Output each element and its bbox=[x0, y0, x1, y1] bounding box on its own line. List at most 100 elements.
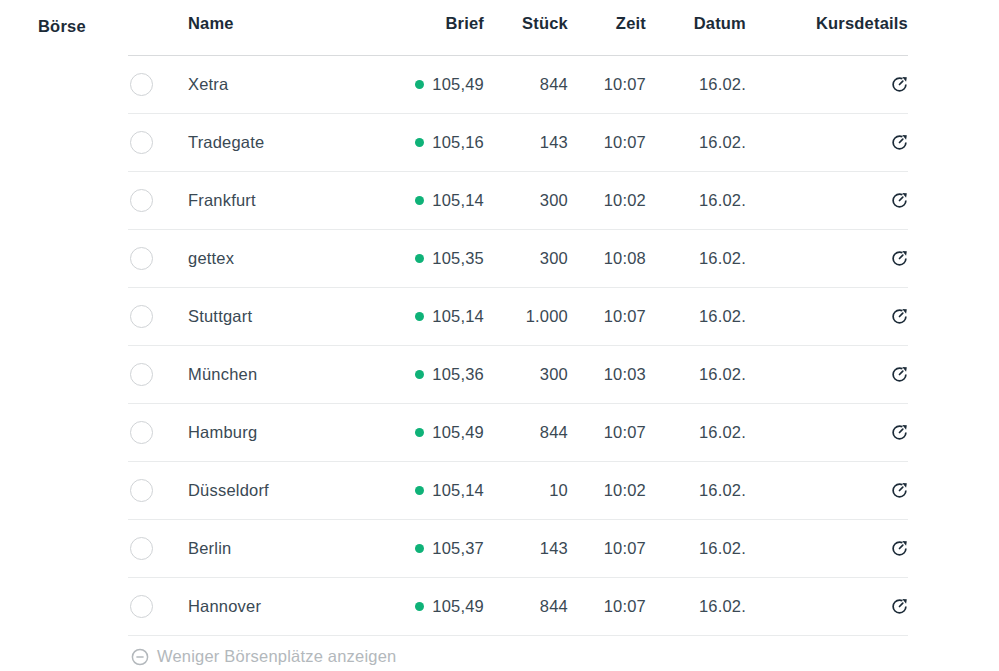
datum-date: 16.02. bbox=[646, 191, 746, 210]
zeit-time: 10:07 bbox=[568, 539, 646, 558]
brief-price: 105,14 bbox=[432, 307, 484, 326]
column-header-brief: Brief bbox=[364, 0, 484, 33]
exchange-name: Hamburg bbox=[188, 423, 364, 442]
green-status-dot-icon bbox=[415, 196, 424, 205]
stueck-volume: 300 bbox=[484, 249, 568, 268]
exchange-radio[interactable] bbox=[130, 479, 153, 502]
kursdetails-refresh-button[interactable] bbox=[890, 250, 908, 268]
kursdetails-refresh-button[interactable] bbox=[890, 424, 908, 442]
exchange-row: Hannover 105,49 844 10:07 16.02. bbox=[128, 578, 908, 636]
exchange-name: Stuttgart bbox=[188, 307, 364, 326]
exchange-name: gettex bbox=[188, 249, 364, 268]
exchange-row: München 105,36 300 10:03 16.02. bbox=[128, 346, 908, 404]
green-status-dot-icon bbox=[415, 486, 424, 495]
zeit-time: 10:07 bbox=[568, 307, 646, 326]
exchange-name: Frankfurt bbox=[188, 191, 364, 210]
stueck-volume: 1.000 bbox=[484, 307, 568, 326]
datum-date: 16.02. bbox=[646, 423, 746, 442]
zeit-time: 10:02 bbox=[568, 191, 646, 210]
stueck-volume: 143 bbox=[484, 539, 568, 558]
exchange-row: Düsseldorf 105,14 10 10:02 16.02. bbox=[128, 462, 908, 520]
exchange-radio[interactable] bbox=[130, 421, 153, 444]
stueck-volume: 143 bbox=[484, 133, 568, 152]
kursdetails-refresh-button[interactable] bbox=[890, 308, 908, 326]
brief-price: 105,16 bbox=[432, 133, 484, 152]
zeit-time: 10:07 bbox=[568, 133, 646, 152]
exchange-row: Berlin 105,37 143 10:07 16.02. bbox=[128, 520, 908, 578]
refresh-history-icon bbox=[891, 366, 908, 383]
exchange-radio[interactable] bbox=[130, 595, 153, 618]
datum-date: 16.02. bbox=[646, 249, 746, 268]
column-header-zeit: Zeit bbox=[568, 0, 646, 33]
boerse-table-page: Börse Name Brief Stück Zeit Datum Kursde… bbox=[0, 0, 999, 671]
column-header-stueck: Stück bbox=[484, 0, 568, 33]
exchange-radio[interactable] bbox=[130, 73, 153, 96]
exchange-radio[interactable] bbox=[130, 537, 153, 560]
circle-minus-icon bbox=[131, 648, 149, 666]
brief-price: 105,49 bbox=[432, 597, 484, 616]
brief-price: 105,14 bbox=[432, 191, 484, 210]
exchange-name: Berlin bbox=[188, 539, 364, 558]
zeit-time: 10:08 bbox=[568, 249, 646, 268]
kursdetails-refresh-button[interactable] bbox=[890, 192, 908, 210]
show-fewer-exchanges-link[interactable]: Weniger Börsenplätze anzeigen bbox=[128, 647, 396, 666]
exchange-row: Stuttgart 105,14 1.000 10:07 16.02. bbox=[128, 288, 908, 346]
datum-date: 16.02. bbox=[646, 307, 746, 326]
green-status-dot-icon bbox=[415, 602, 424, 611]
refresh-history-icon bbox=[891, 308, 908, 325]
zeit-time: 10:03 bbox=[568, 365, 646, 384]
green-status-dot-icon bbox=[415, 544, 424, 553]
green-status-dot-icon bbox=[415, 370, 424, 379]
zeit-time: 10:02 bbox=[568, 481, 646, 500]
exchange-radio[interactable] bbox=[130, 131, 153, 154]
datum-date: 16.02. bbox=[646, 481, 746, 500]
kursdetails-refresh-button[interactable] bbox=[890, 134, 908, 152]
refresh-history-icon bbox=[891, 250, 908, 267]
exchange-table: Name Brief Stück Zeit Datum Kursdetails … bbox=[128, 0, 908, 671]
datum-date: 16.02. bbox=[646, 539, 746, 558]
refresh-history-icon bbox=[891, 134, 908, 151]
green-status-dot-icon bbox=[415, 312, 424, 321]
refresh-history-icon bbox=[891, 192, 908, 209]
refresh-history-icon bbox=[891, 598, 908, 615]
stueck-volume: 844 bbox=[484, 75, 568, 94]
brief-price: 105,49 bbox=[432, 423, 484, 442]
stueck-volume: 300 bbox=[484, 191, 568, 210]
column-header-name: Name bbox=[188, 0, 364, 33]
kursdetails-refresh-button[interactable] bbox=[890, 76, 908, 94]
column-header-datum: Datum bbox=[646, 0, 746, 33]
stueck-volume: 300 bbox=[484, 365, 568, 384]
datum-date: 16.02. bbox=[646, 365, 746, 384]
brief-price: 105,36 bbox=[432, 365, 484, 384]
exchange-radio[interactable] bbox=[130, 363, 153, 386]
zeit-time: 10:07 bbox=[568, 75, 646, 94]
brief-price: 105,37 bbox=[432, 539, 484, 558]
kursdetails-refresh-button[interactable] bbox=[890, 598, 908, 616]
zeit-time: 10:07 bbox=[568, 597, 646, 616]
datum-date: 16.02. bbox=[646, 133, 746, 152]
refresh-history-icon bbox=[891, 482, 908, 499]
column-header-kursdetails: Kursdetails bbox=[746, 0, 908, 33]
exchange-radio[interactable] bbox=[130, 305, 153, 328]
kursdetails-refresh-button[interactable] bbox=[890, 540, 908, 558]
exchange-row: gettex 105,35 300 10:08 16.02. bbox=[128, 230, 908, 288]
stueck-volume: 10 bbox=[484, 481, 568, 500]
exchange-name: Tradegate bbox=[188, 133, 364, 152]
exchange-name: Hannover bbox=[188, 597, 364, 616]
exchange-name: Xetra bbox=[188, 75, 364, 94]
table-body: Xetra 105,49 844 10:07 16.02. Tradegate … bbox=[128, 56, 908, 636]
boerse-section-label: Börse bbox=[38, 17, 86, 35]
exchange-name: Düsseldorf bbox=[188, 481, 364, 500]
brief-price: 105,35 bbox=[432, 249, 484, 268]
kursdetails-refresh-button[interactable] bbox=[890, 482, 908, 500]
exchange-row: Tradegate 105,16 143 10:07 16.02. bbox=[128, 114, 908, 172]
exchange-radio[interactable] bbox=[130, 247, 153, 270]
exchange-radio[interactable] bbox=[130, 189, 153, 212]
refresh-history-icon bbox=[891, 424, 908, 441]
green-status-dot-icon bbox=[415, 138, 424, 147]
table-header-row: Name Brief Stück Zeit Datum Kursdetails bbox=[128, 0, 908, 56]
exchange-row: Xetra 105,49 844 10:07 16.02. bbox=[128, 56, 908, 114]
stueck-volume: 844 bbox=[484, 423, 568, 442]
kursdetails-refresh-button[interactable] bbox=[890, 366, 908, 384]
exchange-row: Hamburg 105,49 844 10:07 16.02. bbox=[128, 404, 908, 462]
